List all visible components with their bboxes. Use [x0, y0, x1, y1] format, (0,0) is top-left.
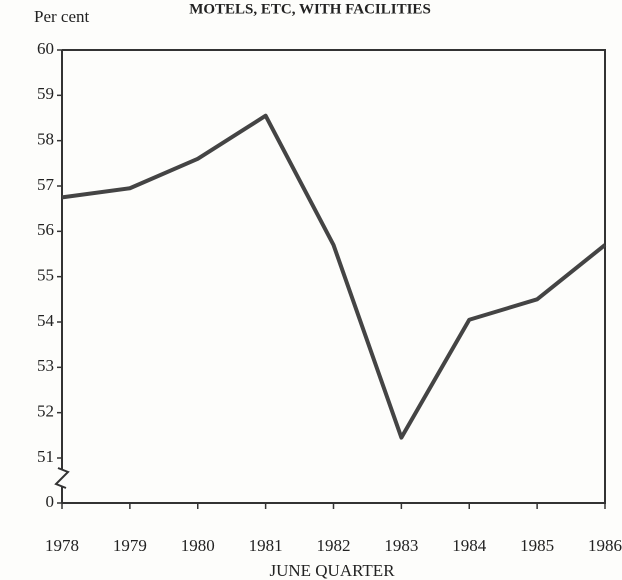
axis-break — [54, 467, 70, 489]
x-tick-label: 1980 — [181, 536, 215, 555]
y-tick-label: 59 — [37, 84, 54, 103]
x-axis-label: JUNE QUARTER — [269, 561, 395, 580]
x-tick-label: 1984 — [452, 536, 487, 555]
x-tick-label: 1986 — [588, 536, 622, 555]
y-tick-label: 56 — [37, 220, 54, 239]
x-tick-label: 1978 — [45, 536, 79, 555]
x-tick-label: 1981 — [249, 536, 283, 555]
y-tick-label: 0 — [46, 492, 55, 511]
x-tick-label: 1982 — [317, 536, 351, 555]
y-tick-label: 55 — [37, 266, 54, 285]
y-tick-label: 53 — [37, 356, 54, 375]
x-tick-label: 1983 — [384, 536, 418, 555]
chart-title: MOTELS, ETC, WITH FACILITIES — [189, 1, 431, 17]
y-tick-label: 54 — [37, 311, 55, 330]
data-line — [61, 113, 607, 440]
y-tick-label: 57 — [37, 175, 55, 194]
y-tick-label: 58 — [37, 130, 54, 149]
y-tick-label: 60 — [37, 39, 54, 58]
y-axis-label: Per cent — [34, 7, 90, 26]
plot-frame — [62, 49, 606, 504]
x-tick-label: 1979 — [113, 536, 147, 555]
x-tick-label: 1985 — [520, 536, 554, 555]
y-tick-label: 51 — [37, 447, 54, 466]
y-tick-label: 52 — [37, 402, 54, 421]
